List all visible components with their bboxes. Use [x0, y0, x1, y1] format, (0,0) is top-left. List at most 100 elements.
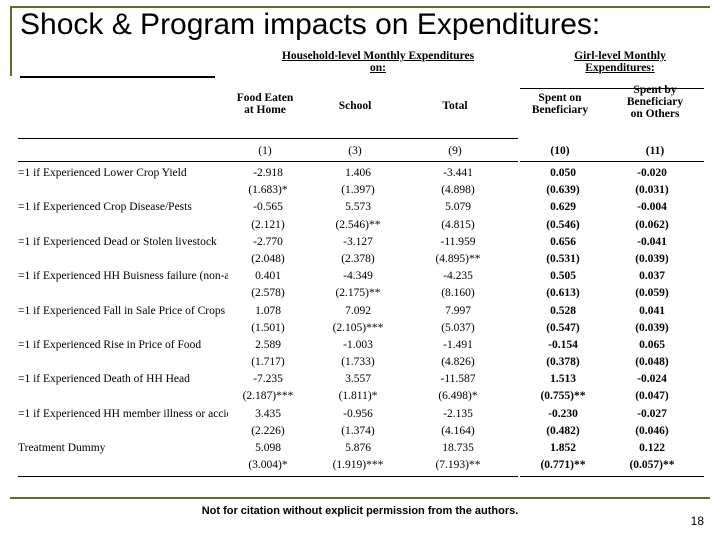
cell: (0.062) [613, 217, 691, 234]
cell: (0.039) [613, 320, 691, 337]
table-row: (3.004)*(1.919)***(7.193)**(0.771)**(0.0… [18, 457, 708, 474]
cell: 0.528 [523, 303, 603, 320]
cell: (4.815) [418, 217, 498, 234]
table-row: =1 if Experienced Dead or Stolen livesto… [18, 234, 708, 251]
cell: 1.852 [523, 440, 603, 457]
cell: (2.105)*** [318, 320, 398, 337]
row-label: =1 if Experienced Dead or Stolen livesto… [18, 234, 228, 251]
cell: -2.770 [228, 234, 308, 251]
table-row: (1.717) (1.733) (4.826) (0.378) (0.048) [18, 354, 708, 371]
col-header-total: Total [415, 100, 495, 148]
cell: 5.573 [318, 199, 398, 216]
rule-mid-right [520, 161, 704, 162]
slide: Shock & Program impacts on Expenditures:… [0, 0, 720, 540]
slide-title: Shock & Program impacts on Expenditures: [20, 8, 700, 41]
table-row: =1 if Experienced HH member illness or a… [18, 406, 708, 423]
cell: (1.501) [228, 320, 308, 337]
col-header-school: School [315, 100, 395, 148]
title-underline [20, 76, 215, 78]
cell: (0.755)** [523, 388, 603, 405]
cell: 5.079 [418, 199, 498, 216]
cell: 3.435 [228, 406, 308, 423]
cell: (0.031) [613, 182, 691, 199]
cell: (4.898) [418, 182, 498, 199]
cell: 3.557 [318, 371, 398, 388]
table-row: =1 if Experienced Crop Disease/Pests-0.5… [18, 199, 708, 216]
col-header-food: Food Eatenat Home [225, 92, 305, 140]
cell: -0.956 [318, 406, 398, 423]
rule-bottom-right [520, 476, 704, 477]
cell: (2.175)** [318, 285, 398, 302]
cell: 0.656 [523, 234, 603, 251]
cell: -2.918 [228, 165, 308, 182]
cell: (0.613) [523, 285, 603, 302]
colnum-2: (3) [315, 145, 395, 157]
cell: (6.498)* [418, 388, 498, 405]
cell: -0.020 [613, 165, 691, 182]
cell: -3.441 [418, 165, 498, 182]
cell: (1.733) [318, 354, 398, 371]
cell: (7.193)** [418, 457, 498, 474]
cell: (1.919)*** [318, 457, 398, 474]
cell: (1.717) [228, 354, 308, 371]
cell: 2.589 [228, 337, 308, 354]
cell: (0.531) [523, 251, 603, 268]
cell: (0.378) [523, 354, 603, 371]
row-label: =1 if Experienced HH member illness or a… [18, 406, 228, 423]
cell: -0.027 [613, 406, 691, 423]
cell: -7.235 [228, 371, 308, 388]
row-label: =1 if Experienced Lower Crop Yield [18, 165, 228, 182]
cell: 5.098 [228, 440, 308, 457]
cell: (5.037) [418, 320, 498, 337]
cell: 7.997 [418, 303, 498, 320]
rule-header-bottom [18, 138, 518, 139]
cell: 0.629 [523, 199, 603, 216]
cell: -2.135 [418, 406, 498, 423]
cell: (4.826) [418, 354, 498, 371]
cell: (0.059) [613, 285, 691, 302]
cell: (0.048) [613, 354, 691, 371]
cell: -3.127 [318, 234, 398, 251]
cell: -0.565 [228, 199, 308, 216]
row-label: =1 if Experienced HH Buisness failure (n… [18, 268, 228, 285]
cell: (0.547) [523, 320, 603, 337]
cell: -4.235 [418, 268, 498, 285]
cell: (1.397) [318, 182, 398, 199]
table-row: (2.121)(2.546)**(4.815)(0.546)(0.062) [18, 217, 708, 234]
cell: (1.374) [318, 423, 398, 440]
table-row: (2.578)(2.175)**(8.160)(0.613)(0.059) [18, 285, 708, 302]
table-row: =1 if Experienced Death of HH Head-7.235… [18, 371, 708, 388]
cell: 1.513 [523, 371, 603, 388]
row-label: Treatment Dummy [18, 440, 228, 457]
cell: 0.037 [613, 268, 691, 285]
cell: -1.491 [418, 337, 498, 354]
group-header-girl: Girl-level Monthly Expenditures: [545, 50, 695, 74]
cell: -0.154 [523, 337, 603, 354]
cell: 1.406 [318, 165, 398, 182]
footer-note: Not for citation without explicit permis… [150, 505, 570, 517]
cell: (0.482) [523, 423, 603, 440]
colnum-1: (1) [225, 145, 305, 157]
table-row: Treatment Dummy5.0985.87618.7351.8520.12… [18, 440, 708, 457]
cell: (2.378) [318, 251, 398, 268]
row-label: =1 if Experienced Death of HH Head [18, 371, 228, 388]
table-row: =1 if Experienced HH Buisness failure (n… [18, 268, 708, 285]
colnum-3: (9) [415, 145, 495, 157]
col-header-spent-on: Spent onBeneficiary [520, 92, 600, 140]
cell: (0.046) [613, 423, 691, 440]
rule-mid-left [18, 161, 518, 162]
table-row: (1.501) (2.105)*** (5.037) (0.547) (0.039) [18, 320, 708, 337]
cell: (2.578) [228, 285, 308, 302]
cell: (2.048) [228, 251, 308, 268]
table-row: =1 if Experienced Rise in Price of Food2… [18, 337, 708, 354]
cell: (0.771)** [523, 457, 603, 474]
cell: (2.226) [228, 423, 308, 440]
cell: (1.811)* [318, 388, 398, 405]
col-header-spent-by: Spent byBeneficiaryon Others [610, 84, 700, 132]
cell: (0.546) [523, 217, 603, 234]
group-header-household: Household-level Monthly Expenditures on: [258, 50, 498, 74]
cell: -11.959 [418, 234, 498, 251]
cell: 0.041 [613, 303, 691, 320]
cell: 1.078 [228, 303, 308, 320]
cell: -1.003 [318, 337, 398, 354]
